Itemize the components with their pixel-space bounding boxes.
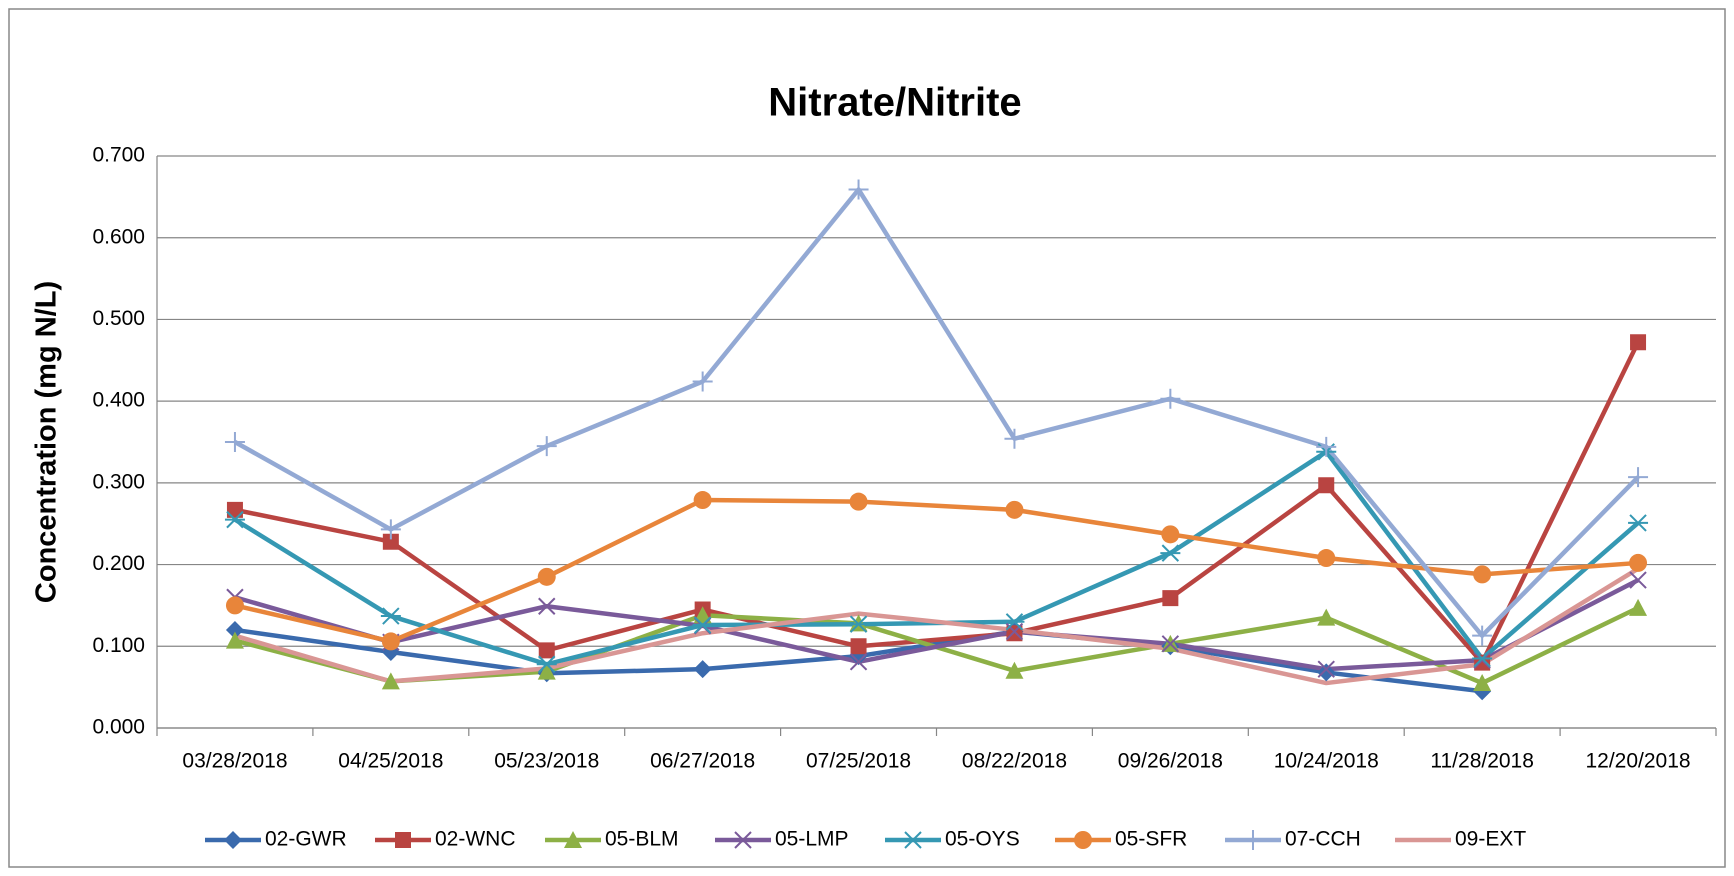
marker bbox=[1004, 428, 1025, 449]
marker bbox=[1317, 660, 1335, 678]
marker bbox=[1160, 544, 1181, 562]
marker bbox=[1474, 654, 1491, 671]
legend-label: 02-GWR bbox=[265, 828, 347, 851]
x-tick-label: 07/25/2018 bbox=[806, 750, 911, 773]
chart-title: Nitrate/Nitrite bbox=[768, 81, 1021, 125]
marker bbox=[1473, 651, 1491, 669]
marker bbox=[538, 597, 556, 615]
y-tick-label: 0.600 bbox=[92, 225, 145, 248]
marker bbox=[1318, 477, 1335, 494]
marker bbox=[693, 491, 712, 510]
marker bbox=[693, 606, 712, 624]
marker bbox=[225, 620, 244, 639]
marker bbox=[1629, 571, 1647, 589]
marker bbox=[1161, 525, 1180, 544]
x-tick-label: 11/28/2018 bbox=[1430, 750, 1534, 773]
marker bbox=[734, 831, 752, 849]
marker bbox=[1472, 649, 1493, 668]
marker bbox=[1006, 625, 1023, 642]
x-tick-label: 12/20/2018 bbox=[1585, 750, 1690, 773]
x-tick-label: 05/23/2018 bbox=[494, 750, 599, 773]
x-tick-label: 10/24/2018 bbox=[1274, 750, 1379, 773]
legend-label: 05-SFR bbox=[1115, 828, 1187, 851]
legend-label: 05-OYS bbox=[945, 828, 1020, 851]
marker bbox=[381, 672, 400, 690]
x-tick-label: 03/28/2018 bbox=[182, 750, 287, 773]
marker bbox=[381, 632, 400, 651]
marker bbox=[1162, 590, 1179, 607]
y-axis-label: Concentration (mg N/L) bbox=[31, 281, 63, 603]
legend-label: 02-WNC bbox=[435, 828, 516, 851]
series-line bbox=[234, 497, 1639, 644]
marker bbox=[1005, 661, 1024, 679]
marker bbox=[1317, 549, 1336, 568]
series-line bbox=[234, 566, 1640, 686]
marker bbox=[850, 638, 867, 655]
marker bbox=[226, 501, 243, 518]
marker bbox=[1317, 663, 1336, 682]
y-tick-label: 0.700 bbox=[92, 144, 145, 167]
marker bbox=[1316, 436, 1337, 457]
marker bbox=[1473, 674, 1492, 692]
legend-label: 05-LMP bbox=[775, 828, 849, 851]
marker bbox=[380, 519, 401, 540]
marker bbox=[1472, 625, 1493, 646]
marker bbox=[382, 533, 399, 550]
marker bbox=[1317, 608, 1336, 626]
series-line bbox=[234, 578, 1640, 672]
marker bbox=[849, 653, 868, 671]
marker bbox=[224, 432, 245, 452]
marker bbox=[1473, 565, 1492, 584]
marker bbox=[536, 655, 557, 673]
marker bbox=[537, 567, 556, 586]
y-tick-label: 0.200 bbox=[92, 552, 145, 575]
x-tick-label: 09/26/2018 bbox=[1118, 750, 1223, 773]
marker bbox=[536, 436, 557, 457]
marker bbox=[538, 642, 555, 659]
legend-label: 05-BLM bbox=[605, 828, 679, 851]
marker bbox=[1004, 613, 1025, 631]
marker bbox=[395, 832, 411, 848]
marker bbox=[225, 631, 244, 649]
marker bbox=[1630, 334, 1647, 351]
marker bbox=[849, 492, 868, 511]
x-tick-label: 04/25/2018 bbox=[338, 750, 443, 773]
series-line bbox=[233, 187, 1640, 638]
marker bbox=[692, 616, 713, 634]
marker bbox=[380, 607, 401, 625]
marker bbox=[225, 596, 244, 615]
marker bbox=[564, 831, 582, 848]
y-tick-label: 0.300 bbox=[92, 470, 145, 493]
legend-label: 09-EXT bbox=[1455, 828, 1526, 851]
series-line bbox=[234, 341, 1641, 665]
marker bbox=[1628, 467, 1649, 488]
y-tick-label: 0.000 bbox=[92, 716, 145, 739]
marker bbox=[692, 371, 713, 392]
marker bbox=[1161, 635, 1180, 653]
marker bbox=[903, 831, 923, 849]
x-tick-label: 08/22/2018 bbox=[962, 750, 1067, 773]
marker bbox=[1074, 831, 1092, 849]
marker bbox=[537, 662, 556, 680]
marker bbox=[848, 615, 869, 633]
y-tick-label: 0.400 bbox=[92, 389, 145, 412]
marker bbox=[848, 179, 869, 200]
chart-border bbox=[8, 8, 1726, 868]
x-tick-label: 06/27/2018 bbox=[650, 750, 755, 773]
marker bbox=[1160, 388, 1181, 409]
marker bbox=[1629, 553, 1648, 572]
y-tick-label: 0.500 bbox=[92, 307, 145, 330]
marker bbox=[1628, 514, 1649, 532]
marker bbox=[1005, 500, 1024, 519]
marker bbox=[224, 831, 242, 849]
marker bbox=[693, 660, 712, 679]
y-tick-label: 0.100 bbox=[92, 634, 145, 657]
marker bbox=[1629, 598, 1648, 616]
legend-label: 07-CCH bbox=[1285, 828, 1361, 851]
marker bbox=[224, 510, 245, 529]
marker bbox=[1243, 830, 1263, 850]
